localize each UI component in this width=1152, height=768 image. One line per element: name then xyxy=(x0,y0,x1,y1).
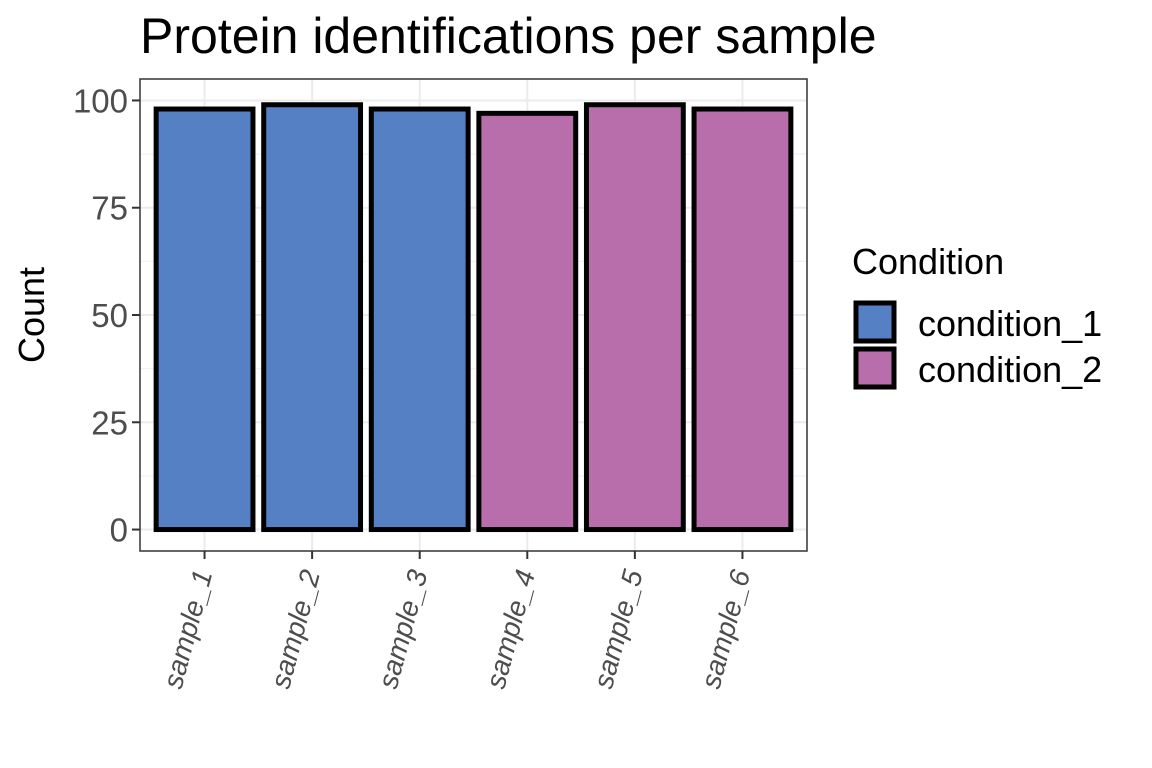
x-axis: sample_1 sample_2 sample_3 sample_4 sample_5… xyxy=(157,551,756,692)
plot-panel xyxy=(139,78,808,552)
x-tick-label: sample_4 xyxy=(480,567,541,692)
legend-key-condition_2 xyxy=(853,346,897,390)
y-tick-label: 0 xyxy=(110,512,128,549)
bar-sample_2 xyxy=(261,102,364,533)
bar-sample_1 xyxy=(153,106,256,533)
legend-items: condition_1 condition_2 xyxy=(853,300,1102,390)
y-tick-label: 25 xyxy=(91,404,128,441)
x-tick-label: sample_5 xyxy=(587,566,648,692)
legend: Condition condition_1 condition_2 xyxy=(852,241,1102,390)
x-tick-label: sample_6 xyxy=(695,566,756,692)
y-tick-label: 75 xyxy=(91,190,128,227)
legend-label: condition_2 xyxy=(918,349,1102,390)
bar-sample_5 xyxy=(583,102,686,533)
bar-sample_6 xyxy=(691,106,794,533)
y-axis: 0 25 50 75 100 xyxy=(73,82,140,549)
legend-key-condition_1 xyxy=(853,300,897,344)
bar-sample_4 xyxy=(476,110,579,533)
y-tick-label: 50 xyxy=(91,297,128,334)
bars xyxy=(153,102,794,533)
x-tick-label: sample_1 xyxy=(157,567,218,692)
x-tick-label: sample_2 xyxy=(265,566,326,692)
legend-title: Condition xyxy=(852,241,1004,282)
y-axis-title: Count xyxy=(11,267,52,363)
x-tick-label: sample_3 xyxy=(372,566,433,692)
legend-label: condition_1 xyxy=(918,303,1102,344)
y-tick-label: 100 xyxy=(73,82,128,119)
chart-title: Protein identifications per sample xyxy=(140,8,877,64)
bar-sample_3 xyxy=(368,106,471,533)
